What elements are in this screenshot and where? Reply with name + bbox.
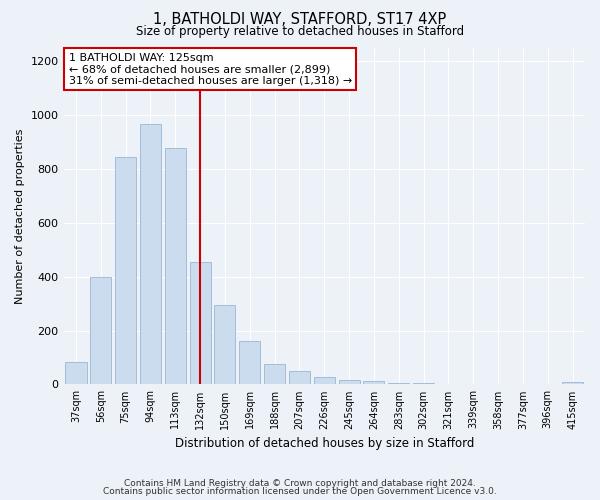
Bar — [239, 342, 260, 384]
Bar — [338, 380, 359, 384]
Bar — [140, 124, 161, 384]
X-axis label: Distribution of detached houses by size in Stafford: Distribution of detached houses by size … — [175, 437, 474, 450]
Bar — [65, 362, 86, 384]
Text: Contains public sector information licensed under the Open Government Licence v3: Contains public sector information licen… — [103, 487, 497, 496]
Bar — [115, 157, 136, 384]
Bar — [264, 364, 285, 384]
Bar — [190, 262, 211, 384]
Bar — [214, 305, 235, 384]
Text: Contains HM Land Registry data © Crown copyright and database right 2024.: Contains HM Land Registry data © Crown c… — [124, 478, 476, 488]
Bar — [90, 277, 112, 384]
Bar — [314, 377, 335, 384]
Bar — [562, 382, 583, 384]
Text: Size of property relative to detached houses in Stafford: Size of property relative to detached ho… — [136, 25, 464, 38]
Bar — [289, 371, 310, 384]
Bar — [388, 383, 409, 384]
Y-axis label: Number of detached properties: Number of detached properties — [15, 128, 25, 304]
Text: 1, BATHOLDI WAY, STAFFORD, ST17 4XP: 1, BATHOLDI WAY, STAFFORD, ST17 4XP — [154, 12, 446, 28]
Bar — [165, 148, 186, 384]
Text: 1 BATHOLDI WAY: 125sqm
← 68% of detached houses are smaller (2,899)
31% of semi-: 1 BATHOLDI WAY: 125sqm ← 68% of detached… — [69, 52, 352, 86]
Bar — [364, 381, 385, 384]
